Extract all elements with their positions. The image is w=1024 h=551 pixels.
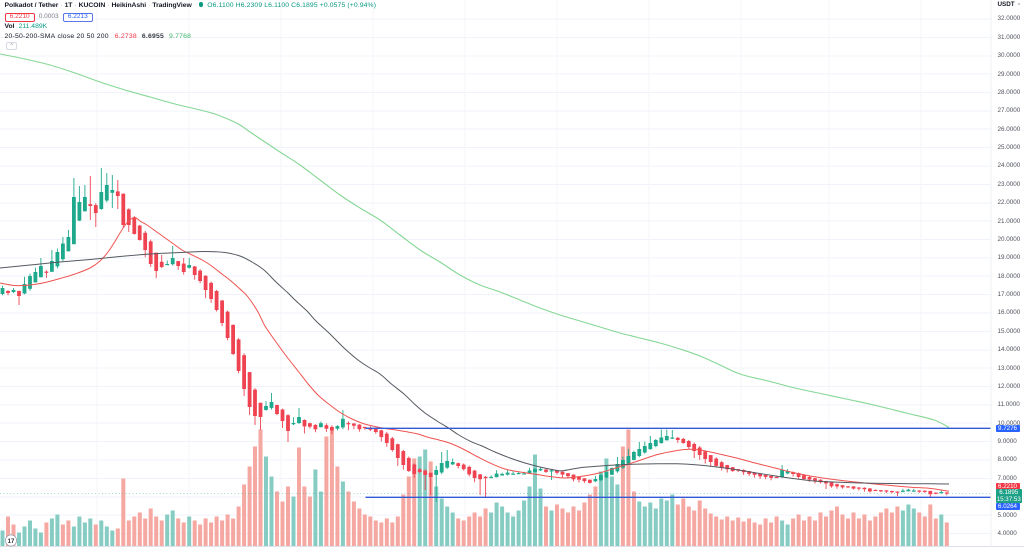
svg-text:17: 17 bbox=[8, 539, 15, 545]
